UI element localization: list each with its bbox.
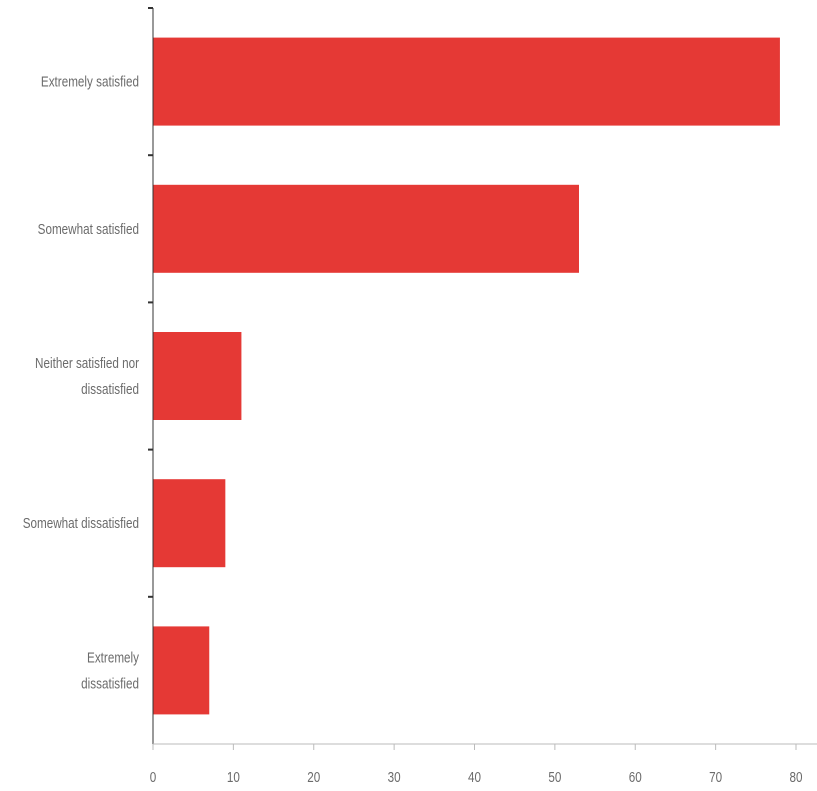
x-tick-label: 40 [468, 769, 481, 786]
x-tick-label: 30 [388, 769, 401, 786]
bar-3 [153, 332, 242, 420]
bar-2 [153, 184, 579, 273]
labels-group: 0 10 20 30 40 50 60 70 80 Extremely satisfied Some… [23, 73, 803, 785]
x-tick-label: 0 [150, 769, 157, 786]
bar-1 [153, 37, 780, 126]
bars-group [153, 37, 780, 715]
category-label-line: Extremely satisfied [41, 73, 139, 90]
category-label: Extremely satisfied [41, 73, 139, 90]
x-tick-label: 50 [548, 769, 561, 786]
x-tick-label: 20 [307, 769, 320, 786]
x-tick-label: 10 [227, 769, 240, 786]
category-label: Somewhat satisfied [38, 220, 139, 237]
category-label-line: dissatisfied [81, 381, 139, 398]
axes-group [148, 7, 817, 750]
category-label: Somewhat dissatisfied [23, 515, 139, 532]
bar-4 [153, 479, 226, 568]
category-label: Neither satisfied nor dissatisfied [35, 355, 139, 398]
x-tick-label: 70 [709, 769, 722, 786]
category-label-line: dissatisfied [81, 675, 139, 692]
category-label-line: Somewhat satisfied [38, 220, 139, 237]
category-label-line: Somewhat dissatisfied [23, 515, 139, 532]
bar-5 [153, 626, 210, 715]
category-label: Extremely dissatisfied [81, 649, 139, 692]
x-tick-label: 60 [629, 769, 642, 786]
category-label-line: Extremely [87, 649, 139, 666]
category-label-line: Neither satisfied nor [35, 355, 139, 372]
x-tick-label: 80 [789, 769, 802, 786]
